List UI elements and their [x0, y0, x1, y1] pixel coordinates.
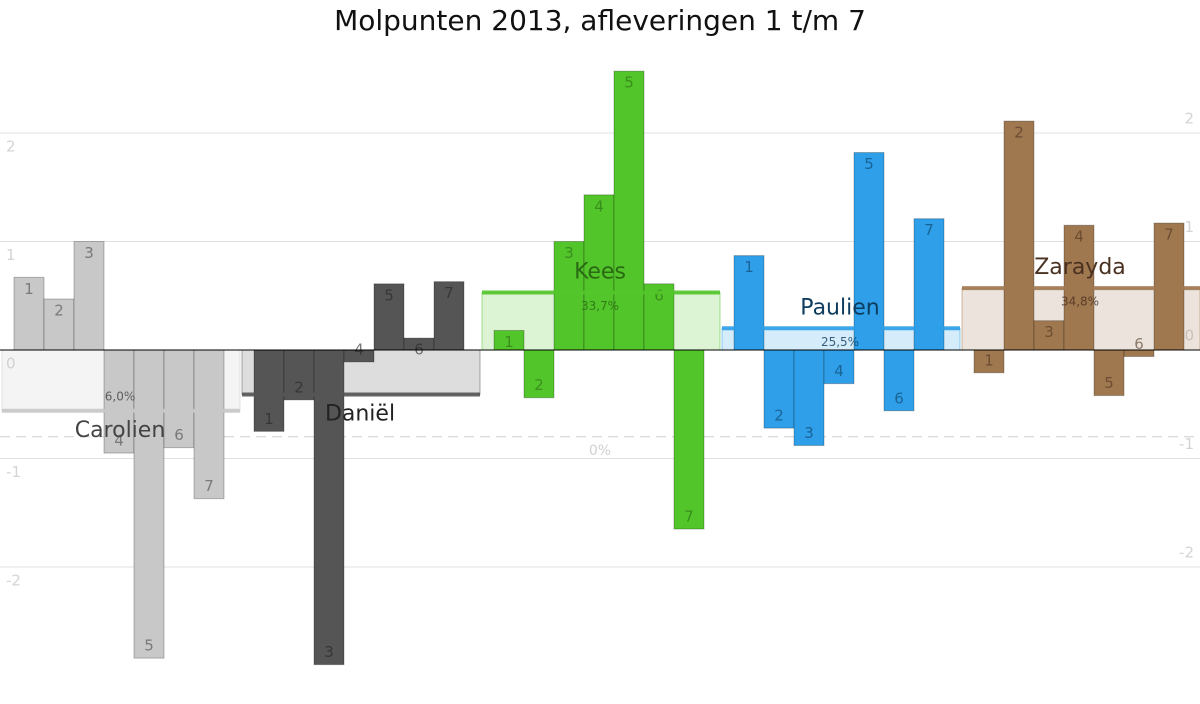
bar-label: 6	[174, 426, 184, 444]
bar-label: 3	[564, 244, 574, 262]
bar-label: 2	[774, 407, 784, 425]
bar-label: 5	[144, 637, 154, 655]
bar-label: 5	[384, 286, 394, 304]
bar	[1003, 120, 1035, 351]
bar	[133, 349, 165, 659]
bar-label: 2	[294, 378, 304, 396]
bar-label: 4	[114, 432, 124, 450]
bar-label: 6	[1134, 335, 1144, 353]
bar-label: 7	[924, 221, 934, 239]
bar-label: 6	[654, 286, 664, 304]
bar	[553, 241, 585, 351]
bar	[433, 281, 465, 351]
bar	[643, 283, 675, 351]
series-name: Daniël	[325, 401, 395, 426]
bar-label: 3	[324, 643, 334, 661]
bar-label: 5	[624, 74, 634, 92]
bar-label: 7	[1164, 226, 1174, 244]
bar	[163, 349, 195, 449]
bar-label: 6	[894, 389, 904, 407]
bar-label: 7	[204, 477, 214, 495]
series-name: Zarayda	[1034, 255, 1126, 280]
bar	[763, 349, 795, 429]
bar	[823, 349, 855, 385]
y-tick-label: -2	[1179, 544, 1194, 562]
y-tick-label: 1	[6, 246, 16, 264]
y-tick-label: 2	[1184, 110, 1194, 128]
y-tick-label: 0	[6, 355, 16, 373]
bar	[193, 349, 225, 500]
bar	[883, 349, 915, 412]
bar-label: 1	[504, 333, 514, 351]
bar	[613, 70, 645, 351]
bar-label: 1	[264, 410, 274, 428]
share-label: 34,8%	[1061, 295, 1099, 309]
threshold-label: 0%	[589, 443, 611, 459]
bar	[733, 255, 765, 351]
bar-label: 5	[864, 155, 874, 173]
bar-label: 7	[684, 508, 694, 526]
bar-label: 3	[804, 424, 814, 442]
bar	[373, 283, 405, 351]
bar-label: 4	[834, 362, 844, 380]
bar-label: 3	[84, 244, 94, 262]
bar-label: 2	[534, 376, 544, 394]
bar	[253, 349, 285, 432]
series-name: Kees	[574, 259, 626, 284]
bar	[853, 152, 885, 351]
y-tick-label: 0	[1184, 327, 1194, 345]
share-label: 25,5%	[821, 335, 859, 349]
bar	[673, 349, 705, 530]
y-tick-label: -1	[6, 463, 21, 481]
bar-label: 7	[444, 284, 454, 302]
bar	[313, 349, 345, 666]
bar-label: 2	[1014, 124, 1024, 142]
bar-label: 1	[984, 351, 994, 369]
series-name: Carolien	[75, 418, 166, 443]
bar-label: 2	[54, 302, 64, 320]
bar-label: 4	[594, 197, 604, 215]
bar	[523, 349, 555, 399]
y-tick-label: 2	[6, 138, 16, 156]
bar-label: 5	[1104, 374, 1114, 392]
bar-label: 3	[1044, 323, 1054, 341]
bar	[43, 298, 75, 351]
y-tick-label: -2	[6, 572, 21, 590]
chart-title: Molpunten 2013, afleveringen 1 t/m 7	[334, 4, 866, 37]
bar	[103, 349, 135, 454]
y-tick-label: -1	[1179, 435, 1194, 453]
bar-label: 4	[1074, 228, 1084, 246]
bar-label: 1	[24, 280, 34, 298]
share-label: 33,7%	[581, 299, 619, 313]
y-tick-label: 1	[1184, 218, 1194, 236]
series-name: Paulien	[800, 295, 879, 320]
bar-label: 4	[354, 340, 364, 358]
share-label: 6,0%	[105, 389, 136, 403]
bar-label: 1	[744, 258, 754, 276]
